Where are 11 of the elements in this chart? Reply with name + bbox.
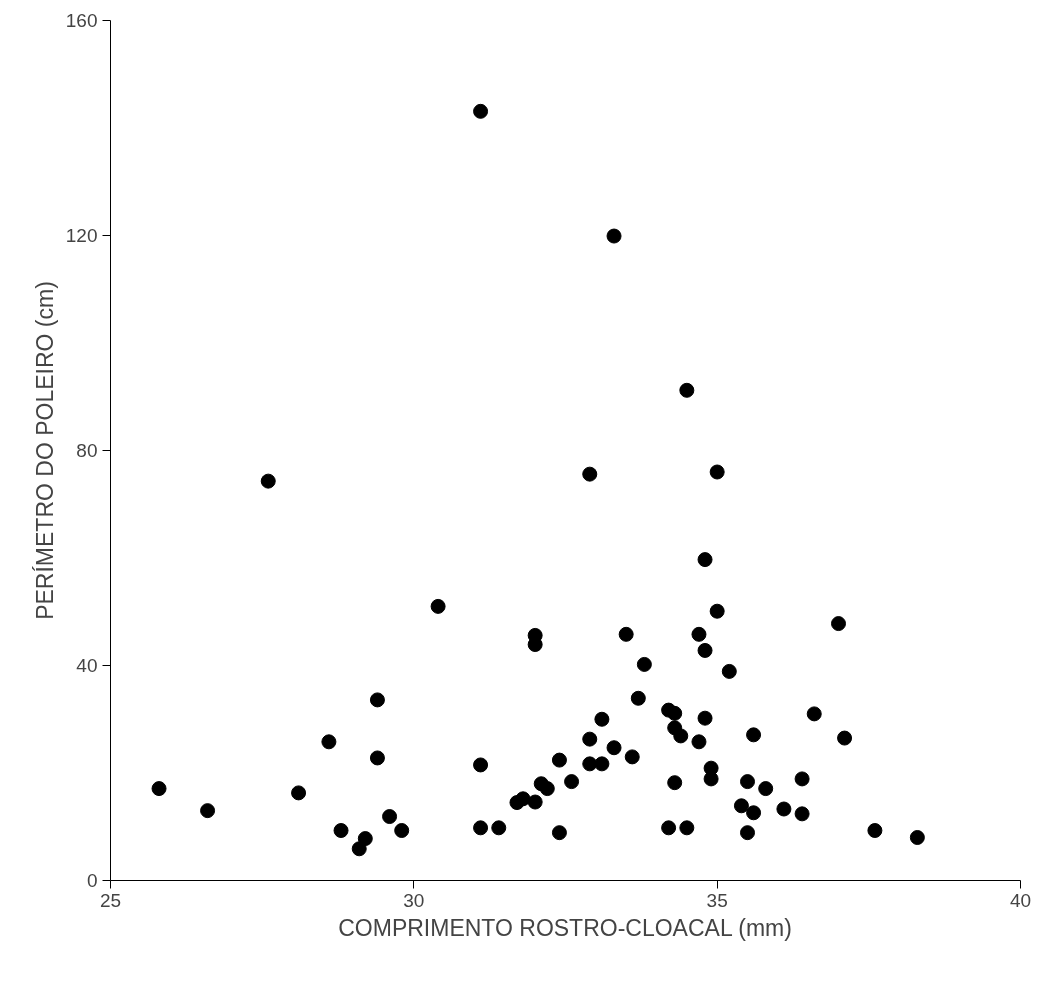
x-tick-label: 30 xyxy=(403,889,425,911)
x-tick-label: 35 xyxy=(706,889,728,911)
y-tick-label: 120 xyxy=(65,225,98,246)
x-tick-label: 25 xyxy=(99,889,122,911)
x-tick-label: 40 xyxy=(1009,889,1032,911)
y-tick-label: 80 xyxy=(76,440,98,461)
y-axis-title: PERÍMETRO DO POLEIRO (cm) xyxy=(31,281,58,620)
y-tick-label: 160 xyxy=(65,10,98,31)
x-axis-title: COMPRIMENTO ROSTRO-CLOACAL (mm) xyxy=(338,914,792,941)
y-tick-label: 40 xyxy=(76,655,98,676)
y-tick-label: 0 xyxy=(86,870,98,891)
